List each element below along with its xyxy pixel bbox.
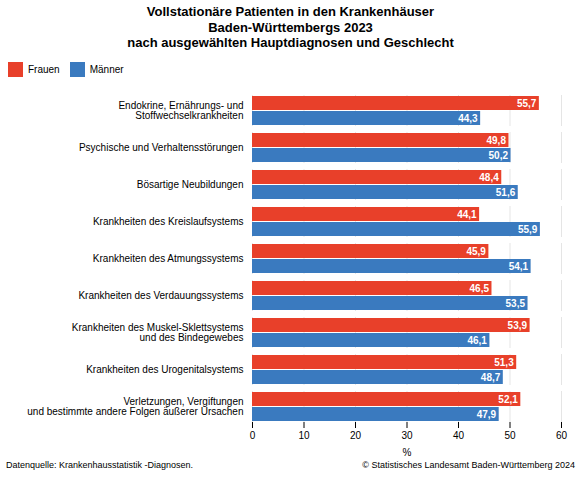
- svg-text:Psychische und Verhaltensstöru: Psychische und Verhaltensstörungen: [79, 142, 244, 153]
- svg-text:54,1: 54,1: [509, 260, 529, 271]
- html-text:Datenquelle: Krankenhausstatis: Datenquelle: Krankenhausstatistik -Diagn…: [6, 459, 194, 470]
- svg-text:51,3: 51,3: [494, 356, 514, 367]
- svg-text:50: 50: [504, 429, 516, 440]
- svg-text:0: 0: [250, 429, 256, 440]
- svg-text:Krankheiten des Urogenitalsyst: Krankheiten des Urogenitalsystems: [86, 364, 243, 375]
- svg-text:51,6: 51,6: [496, 186, 516, 197]
- svg-text:44,1: 44,1: [457, 208, 477, 219]
- svg-text:53,5: 53,5: [506, 297, 526, 308]
- svg-text:48,7: 48,7: [481, 371, 501, 382]
- svg-text:50,2: 50,2: [489, 149, 509, 160]
- svg-text:49,8: 49,8: [487, 134, 507, 145]
- svg-text:46,1: 46,1: [467, 334, 487, 345]
- svg-text:10: 10: [298, 429, 310, 440]
- svg-text:30: 30: [401, 429, 413, 440]
- svg-text:Verletzungen, Vergiftungenund: Verletzungen, Vergiftungenund bestimmte …: [27, 396, 243, 417]
- svg-text:52,1: 52,1: [498, 393, 518, 404]
- svg-text:60: 60: [556, 429, 568, 440]
- svg-text:45,9: 45,9: [466, 245, 486, 256]
- html-text:Vollstationäre Patienten in de: Vollstationäre Patienten in den Krankenh…: [127, 4, 454, 51]
- svg-text:Endokrine, Ernährungs- undStof: Endokrine, Ernährungs- undStoffwechselkr…: [118, 100, 243, 121]
- html-text:Frauen: Frauen: [28, 63, 60, 75]
- svg-text:Krankheiten des Kreislaufsyste: Krankheiten des Kreislaufsystems: [93, 216, 244, 227]
- svg-text:Krankheiten des Muskel-Skletts: Krankheiten des Muskel-Sklettsystemsund …: [72, 322, 244, 343]
- svg-text:Krankheiten des Atmungssystems: Krankheiten des Atmungssystems: [93, 253, 244, 264]
- svg-text:Krankheiten des Verdauungssyst: Krankheiten des Verdauungssystems: [78, 290, 243, 301]
- svg-text:55,7: 55,7: [517, 97, 537, 108]
- html-text:Männer: Männer: [89, 63, 124, 75]
- svg-text:47,9: 47,9: [477, 408, 497, 419]
- svg-text:44,3: 44,3: [458, 112, 478, 123]
- html-text:© Statistisches Landesamt Bade: © Statistisches Landesamt Baden-Württemb…: [362, 459, 575, 470]
- svg-text:%: %: [403, 446, 412, 457]
- svg-text:53,9: 53,9: [508, 319, 528, 330]
- svg-text:55,9: 55,9: [518, 223, 538, 234]
- svg-text:46,5: 46,5: [470, 282, 490, 293]
- svg-text:Bösartige Neubildungen: Bösartige Neubildungen: [137, 179, 244, 190]
- svg-text:48,4: 48,4: [479, 171, 499, 182]
- svg-text:40: 40: [453, 429, 465, 440]
- svg-text:20: 20: [350, 429, 362, 440]
